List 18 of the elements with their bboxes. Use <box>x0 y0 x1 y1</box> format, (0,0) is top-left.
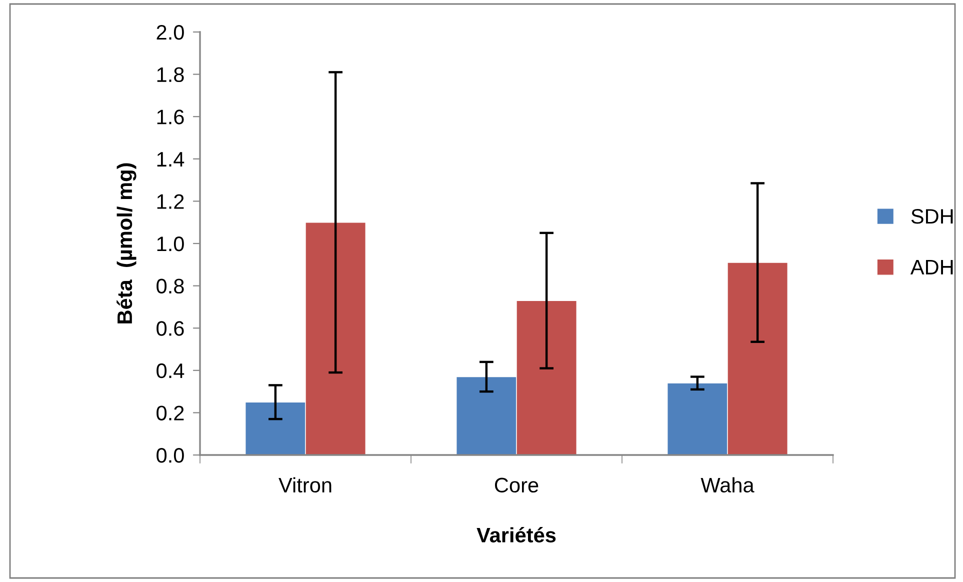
y-tick-label: 1.2 <box>157 194 184 209</box>
legend-label: SDH <box>911 209 953 224</box>
x-tick-label: Vitron <box>278 477 332 493</box>
y-tick-label: 1.8 <box>157 67 184 82</box>
y-tick-label: 2.0 <box>156 25 184 40</box>
legend-label: ADH <box>910 260 953 274</box>
x-tick-label: Waha <box>700 477 754 493</box>
y-tick-label: 0.8 <box>156 278 184 294</box>
y-axis-title: Béta (µmol/ mg) <box>116 163 136 324</box>
y-tick-label: 0.4 <box>156 363 184 378</box>
y-tick-label: 0.0 <box>156 448 184 463</box>
y-tick-label: 0.2 <box>156 406 184 420</box>
x-axis-title: Variétés <box>476 527 556 542</box>
y-tick-label: 1.4 <box>157 152 184 166</box>
y-tick-label: 0.6 <box>156 321 184 336</box>
x-tick-label: Core <box>494 478 538 493</box>
y-tick-label: 1.0 <box>157 236 184 252</box>
y-tick-label: 1.6 <box>157 110 184 124</box>
